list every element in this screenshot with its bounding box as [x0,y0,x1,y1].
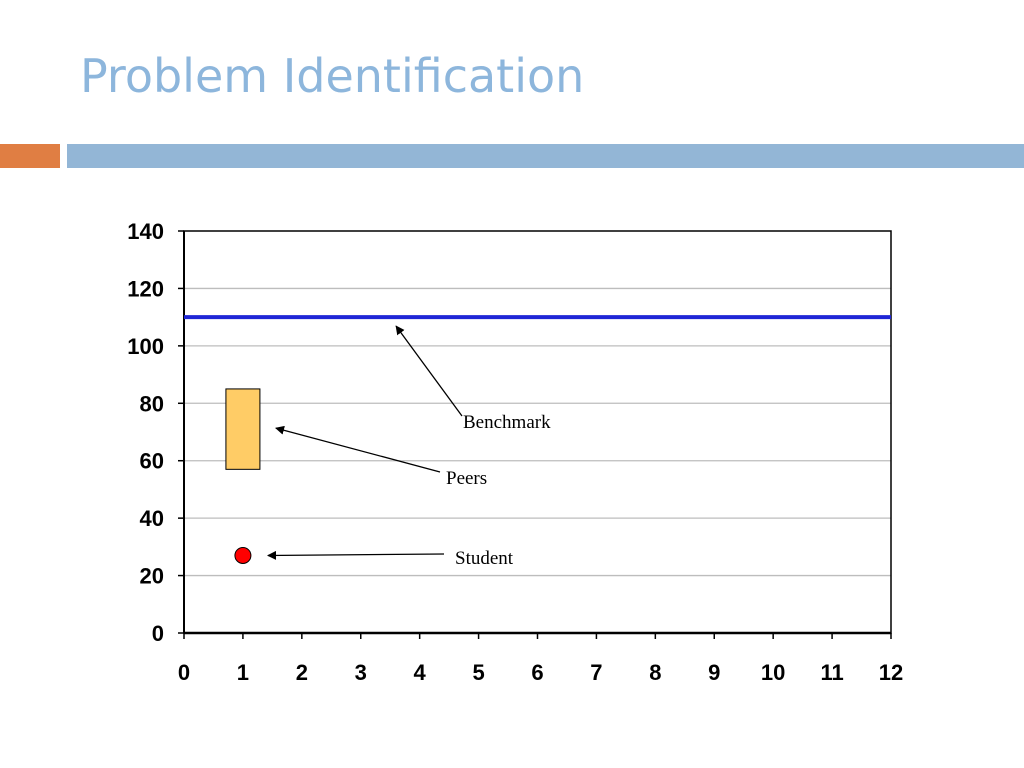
title-divider-bar [67,144,1024,168]
x-tick-label: 8 [649,660,661,685]
y-tick-label: 120 [127,276,164,301]
data-marks [184,315,891,564]
x-tick-label: 2 [296,660,308,685]
y-tick-label: 100 [127,334,164,359]
x-tick-label: 12 [879,660,903,685]
y-tick-label: 80 [140,391,164,416]
y-tick-label: 0 [152,621,164,646]
axes [178,230,892,639]
title-accent-bar [0,144,60,168]
slide-title: Problem Identification [80,49,585,103]
student-point [234,546,252,564]
x-tick-label: 11 [820,660,843,685]
benchmark-label: Benchmark [463,412,551,433]
peers-arrow [275,425,441,473]
x-tick-label: 7 [590,660,602,685]
y-tick-label: 20 [140,564,164,589]
student-label: Student [455,548,514,569]
peers-range-bar [225,388,261,470]
x-tick-label: 3 [355,660,367,685]
x-tick-label: 4 [414,660,427,685]
gridlines [184,287,891,577]
student-arrow [267,550,445,560]
y-tick-label: 40 [140,506,164,531]
peers-label: Peers [446,468,487,489]
x-tick-label: 1 [237,660,249,685]
x-tick-label: 9 [708,660,720,685]
y-tick-label: 140 [127,219,164,244]
x-tick-label: 0 [178,660,190,685]
x-tick-label: 5 [472,660,484,685]
x-tick-label: 6 [531,660,543,685]
annotations: Benchmark Peers Student [267,325,551,569]
x-tick-label: 10 [761,660,785,685]
benchmark-arrow [395,325,463,417]
y-tick-label: 60 [140,449,164,474]
